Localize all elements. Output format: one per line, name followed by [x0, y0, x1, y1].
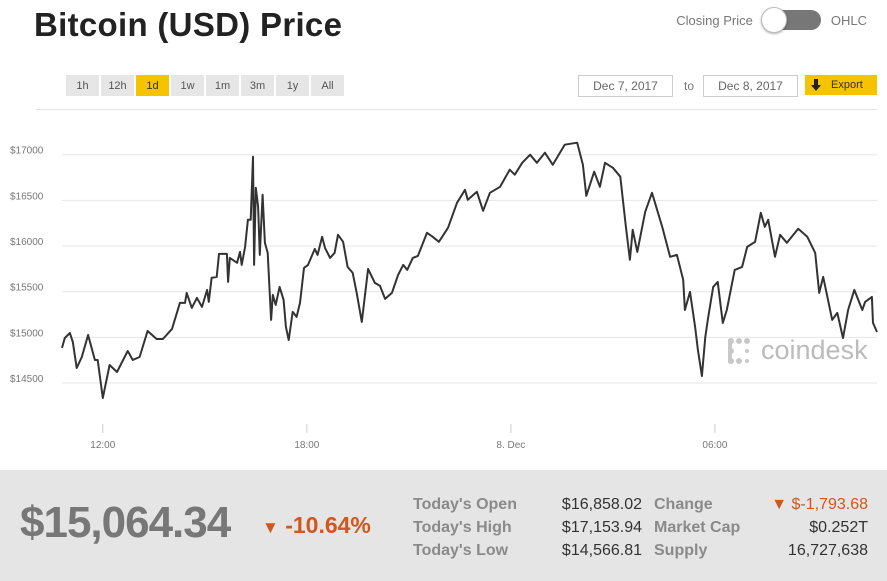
coindesk-watermark: coindesk — [727, 335, 868, 366]
stat-label-high: Today's High — [413, 519, 512, 536]
range-button-1d[interactable]: 1d — [136, 75, 169, 96]
stat-label-open: Today's Open — [413, 496, 517, 513]
toggle-knob[interactable] — [760, 7, 787, 33]
export-button[interactable]: Export — [805, 75, 877, 95]
range-button-all[interactable]: All — [311, 75, 344, 96]
stat-label-supply: Supply — [654, 542, 708, 559]
page-title: Bitcoin (USD) Price — [34, 6, 343, 43]
y-tick-label: $16000 — [10, 237, 44, 248]
stat-label-market-cap: Market Cap — [654, 519, 741, 536]
stat-value-high: $17,153.94 — [561, 519, 642, 536]
chart-mode-toggle-group: Closing Price OHLC — [676, 7, 867, 33]
download-arrow-icon — [811, 79, 821, 91]
stat-label-low: Today's Low — [413, 542, 509, 559]
stat-value-open: $16,858.02 — [561, 496, 642, 513]
x-tick-label: 12:00 — [90, 440, 115, 451]
range-button-1h[interactable]: 1h — [66, 75, 99, 96]
price-summary-panel: $15,064.34 ▼ -10.64% Today's Open $16,85… — [0, 470, 887, 581]
price-chart[interactable]: $14500 $15000 $15500 $16000 $16500 $17000 12:0… — [0, 110, 887, 470]
change-percent: ▼ -10.64% — [262, 512, 371, 539]
down-arrow-icon: ▼ — [262, 518, 279, 537]
x-tick-label: 8. Dec — [496, 440, 525, 451]
stat-value-market-cap: $0.252T — [809, 519, 868, 536]
watermark-text: coindesk — [761, 335, 868, 365]
export-label: Export — [831, 79, 863, 91]
y-tick-label: $15000 — [10, 328, 44, 339]
y-tick-label: $15500 — [10, 283, 44, 294]
ohlc-label: OHLC — [830, 12, 867, 28]
start-date-input[interactable]: Dec 7, 2017 — [578, 75, 673, 97]
change-percent-value: -10.64% — [285, 512, 371, 538]
range-selector: 1h 12h 1d 1w 1m 3m 1y All — [66, 75, 344, 96]
divider — [36, 109, 877, 110]
stat-value-low: $14,566.81 — [561, 542, 642, 559]
range-button-1m[interactable]: 1m — [206, 75, 239, 96]
stat-value-supply: 16,727,638 — [787, 542, 868, 559]
range-button-12h[interactable]: 12h — [101, 75, 134, 96]
chart-mode-toggle[interactable] — [760, 7, 821, 33]
range-button-1w[interactable]: 1w — [171, 75, 204, 96]
x-tick-label: 06:00 — [702, 440, 727, 451]
y-tick-label: $14500 — [10, 374, 44, 385]
current-price: $15,064.34 — [20, 498, 231, 547]
range-button-3m[interactable]: 3m — [241, 75, 274, 96]
end-date-input[interactable]: Dec 8, 2017 — [703, 75, 798, 97]
stat-value-change: ▼ $-1,793.68 — [771, 496, 868, 513]
y-tick-label: $16500 — [10, 191, 44, 202]
date-range-separator: to — [684, 79, 695, 93]
x-tick-label: 18:00 — [294, 440, 319, 451]
coindesk-logo-icon — [728, 337, 750, 364]
price-line — [61, 141, 878, 399]
stat-label-change: Change — [654, 496, 713, 513]
y-tick-label: $17000 — [10, 146, 44, 157]
closing-price-label: Closing Price — [676, 12, 753, 28]
range-button-1y[interactable]: 1y — [276, 75, 309, 96]
